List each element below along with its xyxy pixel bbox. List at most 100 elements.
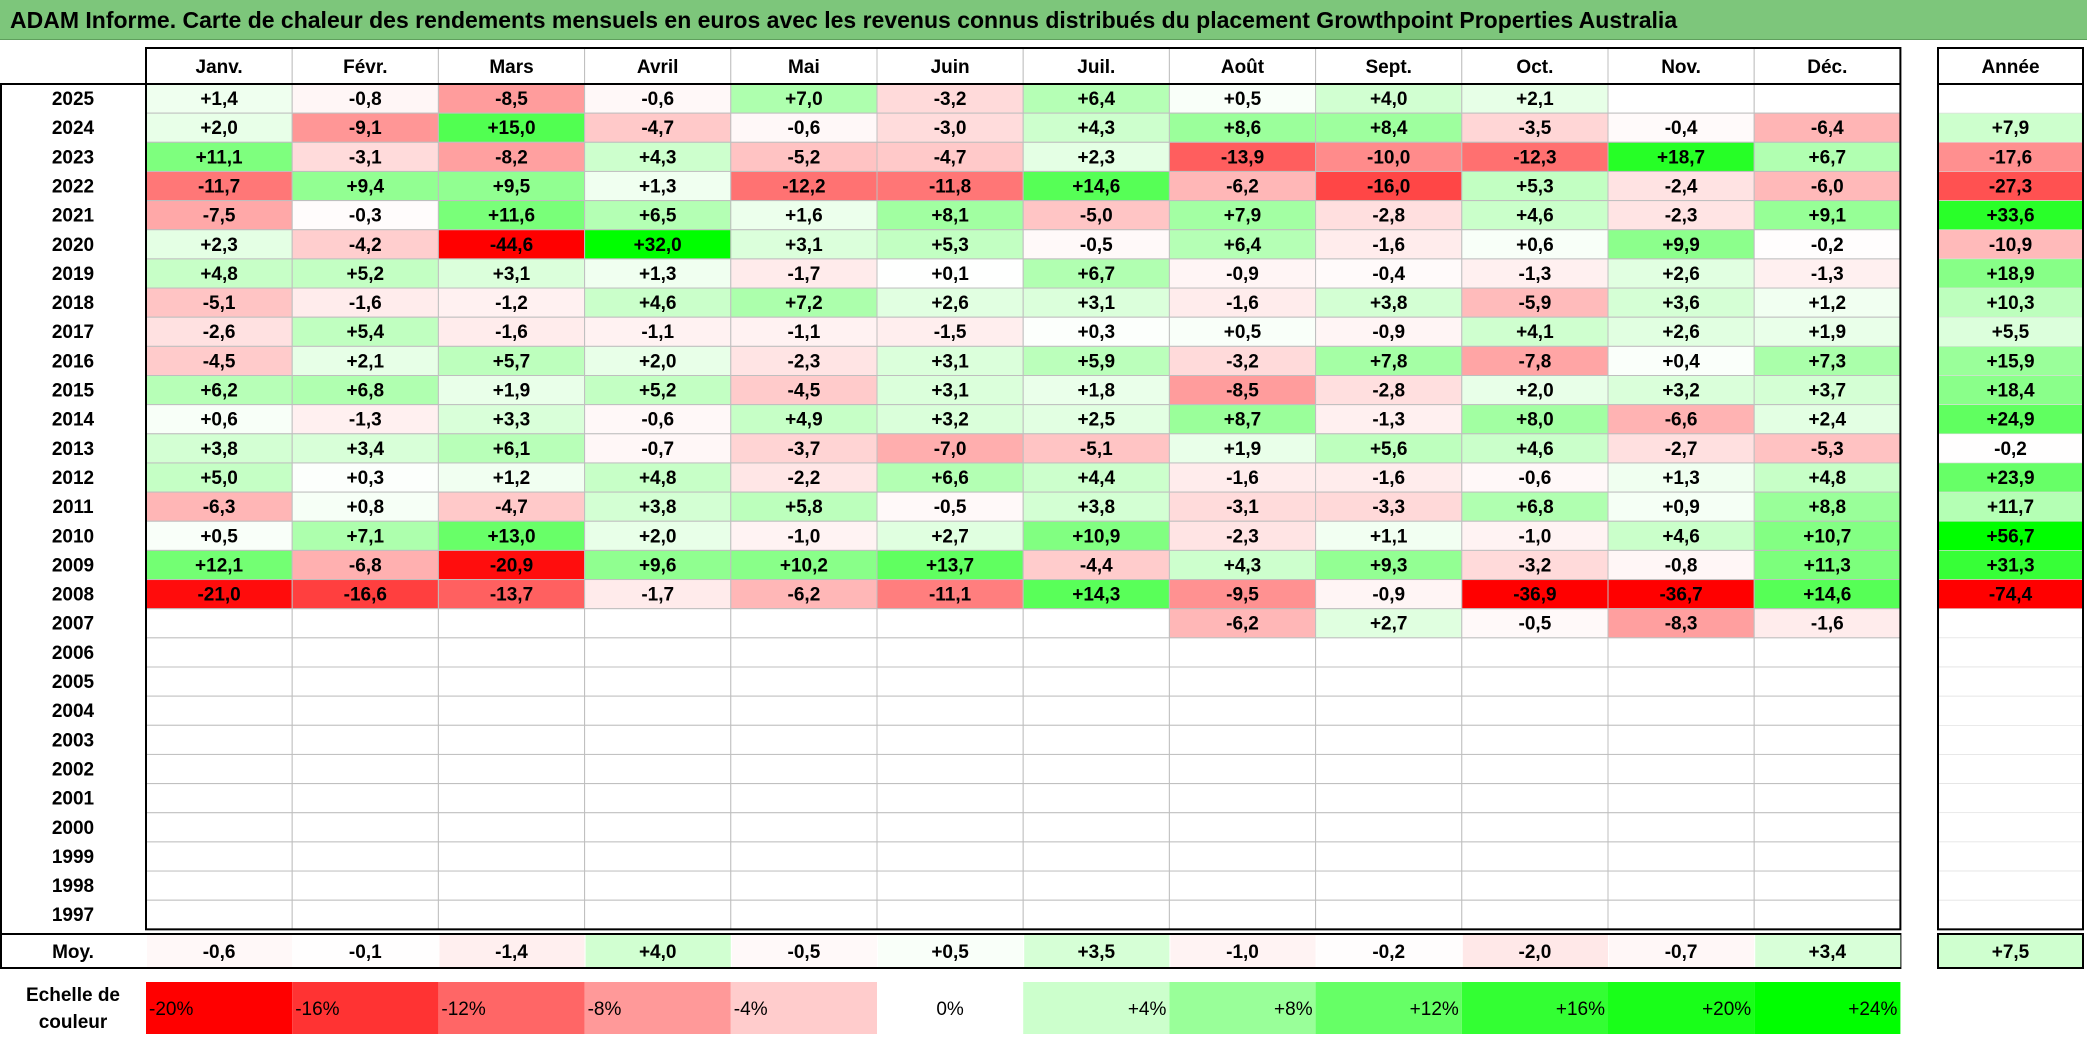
average-value: -1,0: [1226, 942, 1259, 963]
cell-value: -0,6: [788, 118, 821, 139]
average-cell: [1024, 935, 1170, 967]
heatmap-cell: [437, 83, 586, 114]
heatmap-cell: [1753, 375, 1901, 406]
cell-value: -0,9: [1226, 264, 1259, 285]
average-cell: [731, 935, 877, 967]
cell-value: +6,7: [1078, 264, 1116, 285]
scale-swatch: [1023, 982, 1170, 1034]
cell-value: -1,6: [349, 293, 382, 314]
cell-value: +0,6: [1516, 235, 1554, 256]
year-label-2000: 2000: [52, 818, 94, 839]
annual-value-2018: +10,3: [1986, 293, 2034, 314]
cell-value: -0,6: [641, 410, 674, 431]
cell-value: -1,6: [1372, 235, 1405, 256]
heatmap-cell: [730, 433, 878, 464]
heatmap-cell: [1461, 637, 1609, 668]
cell-value: +6,1: [493, 439, 531, 460]
heatmap-cell: [1168, 258, 1317, 289]
cell-value: +0,9: [1662, 497, 1700, 518]
month-header-sept: Sept.: [1365, 57, 1411, 78]
cell-value: -3,7: [788, 439, 821, 460]
heatmap-cell: [291, 433, 439, 464]
average-value: +0,5: [931, 942, 969, 963]
cell-value: +0,1: [931, 264, 969, 285]
heatmap-cell: [730, 462, 878, 493]
average-annual-cell: [1937, 933, 2084, 969]
heatmap-cell: [1461, 316, 1609, 347]
cell-value: +5,2: [639, 381, 677, 402]
cell-value: +0,6: [200, 410, 238, 431]
month-header-oct: Oct.: [1516, 57, 1553, 78]
cell-value: +8,4: [1370, 118, 1408, 139]
scale-label-line1: Echelle de: [26, 985, 120, 1006]
heatmap-cell: [1315, 170, 1463, 202]
heatmap-cell: [584, 753, 732, 785]
cell-value: +10,2: [780, 555, 828, 576]
heatmap-cell: [1022, 783, 1170, 814]
cell-value: +0,5: [1224, 89, 1262, 110]
cell-value: -6,0: [1811, 176, 1844, 197]
annual-cell: [1937, 666, 2084, 697]
cell-value: +32,0: [634, 235, 682, 256]
heatmap-cell: [437, 783, 586, 814]
cell-value: -2,7: [1665, 439, 1698, 460]
year-label-2016: 2016: [52, 351, 94, 372]
heatmap-cell: [1022, 112, 1170, 143]
heatmap-cell: [730, 375, 878, 406]
heatmap-cell: [730, 812, 878, 843]
cell-value: -1,3: [1811, 264, 1844, 285]
cell-value: +11,1: [196, 147, 243, 168]
cell-value: -8,3: [1665, 614, 1698, 635]
cell-value: +9,6: [639, 555, 677, 576]
heatmap-cell: [1461, 579, 1609, 610]
cell-value: -11,1: [929, 585, 972, 606]
average-value: -0,2: [1372, 942, 1405, 963]
heatmap-cell: [1753, 433, 1901, 464]
cell-value: -4,7: [495, 497, 528, 518]
cell-value: +2,4: [1809, 410, 1847, 431]
cell-value: -0,2: [1811, 235, 1844, 256]
heatmap-cell: [584, 870, 732, 901]
heatmap-cell: [437, 579, 586, 610]
heatmap-cell: [876, 899, 1024, 930]
heatmap-cell: [584, 375, 732, 406]
heatmap-cell: [1461, 462, 1609, 493]
cell-value: -2,6: [203, 322, 236, 343]
cell-value: +2,0: [639, 526, 677, 547]
annual-value-2020: -10,9: [1989, 235, 2032, 256]
cell-value: +5,6: [1370, 439, 1408, 460]
cell-value: -4,7: [641, 118, 674, 139]
average-cell: [1755, 935, 1901, 967]
heatmap-cell: [1168, 549, 1317, 581]
heatmap-cell: [145, 695, 293, 726]
scale-step-label: -12%: [441, 999, 485, 1020]
annual-value-2015: +18,4: [1986, 381, 2035, 402]
cell-value: -2,8: [1372, 381, 1405, 402]
annual-cell: [1937, 812, 2084, 843]
heatmap-cell: [1607, 753, 1755, 785]
cell-value: +4,8: [200, 264, 238, 285]
year-label-1997: 1997: [52, 905, 94, 926]
cell-value: -1,7: [788, 264, 821, 285]
heatmap-cell: [145, 753, 293, 785]
heatmap-cell: [1168, 753, 1317, 785]
heatmap-cell: [584, 83, 732, 114]
heatmap-cell: [145, 549, 293, 581]
average-cell: [439, 935, 585, 967]
heatmap-cell: [1315, 637, 1463, 668]
cell-value: -10,0: [1367, 147, 1410, 168]
heatmap-cell: [1607, 637, 1755, 668]
cell-value: +12,1: [195, 555, 244, 576]
cell-value: +3,8: [200, 439, 238, 460]
annual-header: Année: [1981, 57, 2039, 78]
heatmap-cell: [1022, 375, 1170, 406]
cell-value: -0,5: [1519, 614, 1552, 635]
cell-value: -1,3: [349, 410, 382, 431]
cell-value: -7,8: [1519, 351, 1552, 372]
cell-value: -0,9: [1372, 322, 1405, 343]
heatmap-cell: [291, 637, 439, 668]
heatmap-cell: [1753, 579, 1901, 610]
header-cell-oct: [1461, 47, 1609, 85]
cell-value: +0,5: [200, 526, 238, 547]
heatmap-cell: [1753, 316, 1901, 347]
